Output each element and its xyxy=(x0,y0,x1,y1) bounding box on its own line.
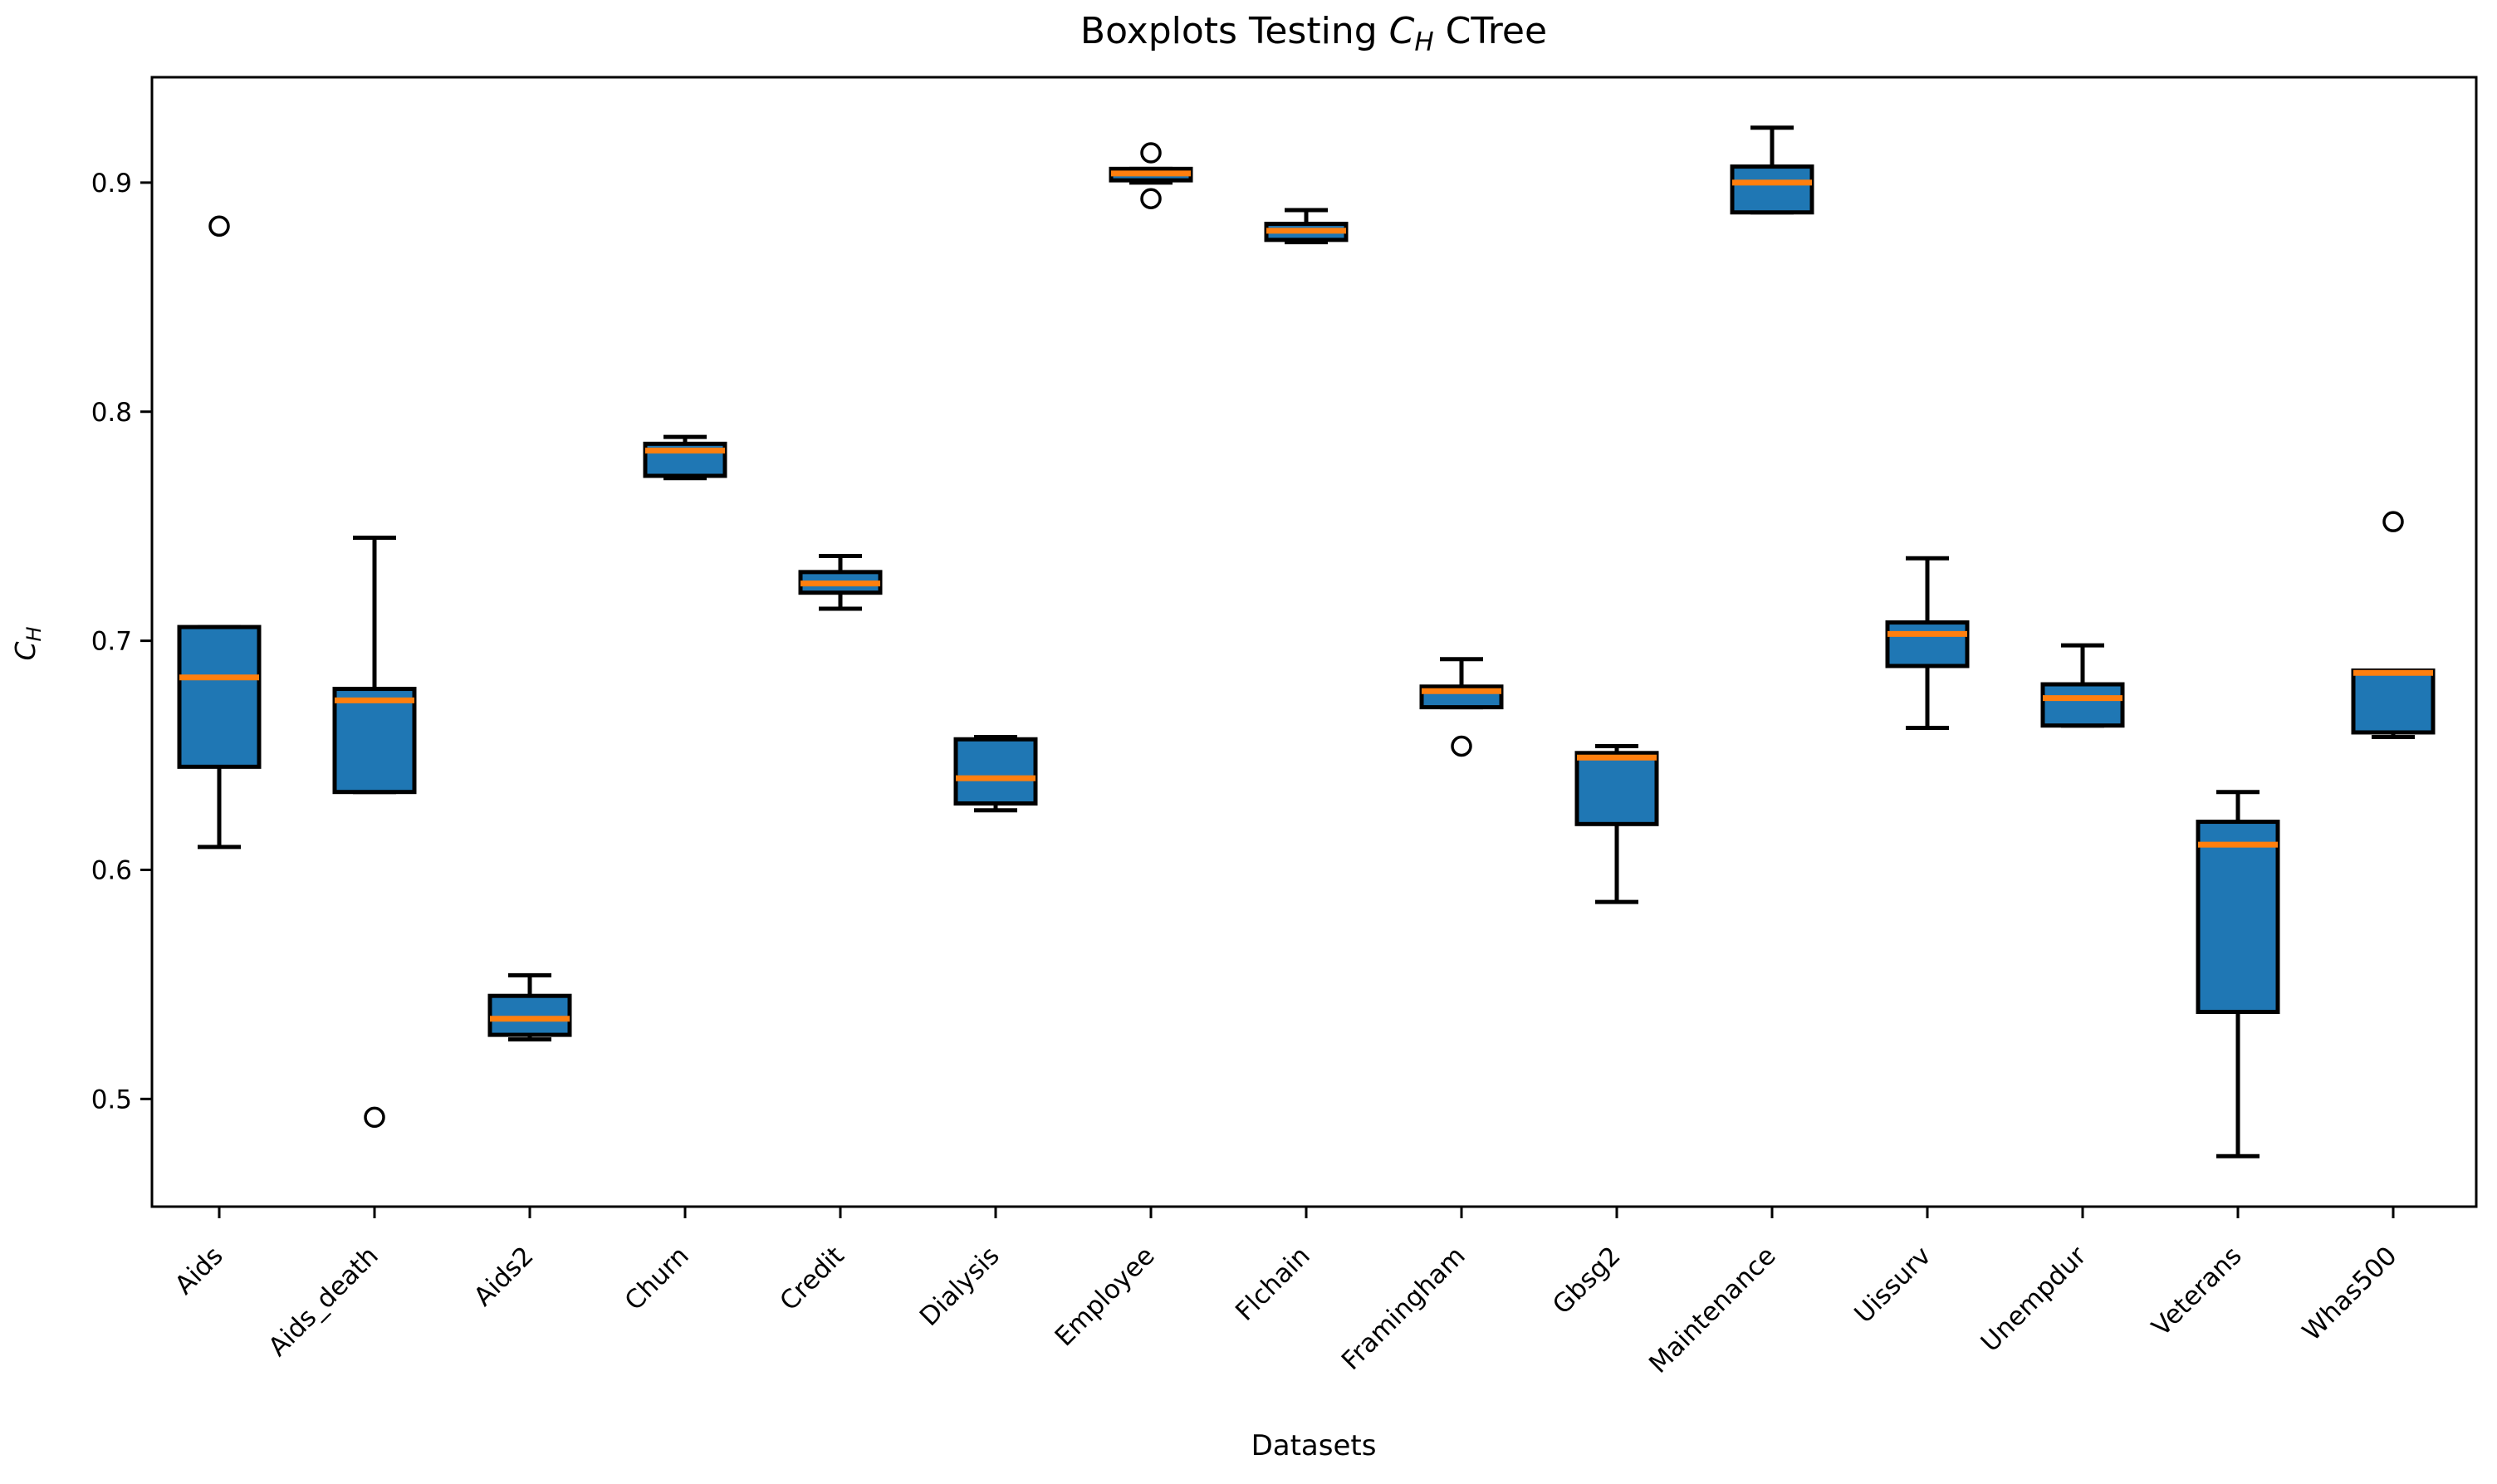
outlier-employee xyxy=(1140,188,1162,209)
chart-title-math: C xyxy=(1389,10,1415,52)
chart-title-math-sub: H xyxy=(1414,27,1433,57)
x-axis-label: Datasets xyxy=(1251,1429,1377,1462)
outlier-whas500 xyxy=(2382,511,2404,532)
y-axis-label: CH xyxy=(9,626,46,660)
x-tick-label-whas500: Whas500 xyxy=(2297,1241,2403,1347)
box-gbsg2 xyxy=(1574,751,1659,826)
y-tick-label: 0.8 xyxy=(91,398,132,428)
outlier-framingham xyxy=(1451,735,1472,757)
x-tick-label-churn: Churn xyxy=(619,1241,695,1316)
box-whas500 xyxy=(2351,668,2436,735)
box-aids2 xyxy=(487,993,572,1037)
x-tick-label-gbsg2: Gbsg2 xyxy=(1547,1241,1627,1320)
box-aids xyxy=(177,624,262,769)
y-tick-label: 0.5 xyxy=(91,1085,132,1114)
y-tick-label: 0.6 xyxy=(91,855,132,885)
x-tick-label-unempdur: Unempdur xyxy=(1976,1241,2093,1358)
x-tick-label-aids_death: Aids_death xyxy=(262,1241,384,1362)
x-tick-label-flchain: Flchain xyxy=(1230,1241,1316,1327)
x-tick-label-framingham: Framingham xyxy=(1336,1241,1471,1376)
x-tick-label-employee: Employee xyxy=(1050,1241,1161,1352)
x-tick-label-uissurv: Uissurv xyxy=(1848,1241,1936,1329)
box-unempdur xyxy=(2040,682,2125,728)
chart-title-prefix: Boxplots Testing xyxy=(1080,10,1389,52)
chart-title-suffix: CTree xyxy=(1434,10,1547,52)
chart-title: Boxplots Testing CH CTree xyxy=(1080,10,1547,57)
x-tick-label-maintenance: Maintenance xyxy=(1643,1241,1782,1379)
axes-frame xyxy=(150,76,2478,1208)
y-tick-label: 0.7 xyxy=(91,627,132,657)
box-dialysis xyxy=(953,737,1038,806)
x-tick-label-dialysis: Dialysis xyxy=(914,1241,1006,1332)
y-axis-label-main: C xyxy=(9,642,42,661)
y-axis-label-sub: H xyxy=(22,626,46,641)
outlier-aids_death xyxy=(364,1106,385,1129)
box-uissurv xyxy=(1885,620,1970,669)
box-veterans xyxy=(2196,820,2280,1015)
x-tick-label-aids: Aids xyxy=(169,1241,229,1300)
outlier-employee xyxy=(1140,142,1162,164)
plot-area: 0.5 0.6 0.7 0.8 0.9 Aids Aids_death Aids2 Churn C… xyxy=(91,76,2478,1379)
x-tick-label-credit: Credit xyxy=(774,1241,849,1316)
box-maintenance xyxy=(1730,164,1814,215)
x-tick-label-veterans: Veterans xyxy=(2147,1241,2248,1342)
x-tick-label-aids2: Aids2 xyxy=(468,1241,540,1312)
outlier-aids xyxy=(208,215,230,238)
y-tick-label: 0.9 xyxy=(91,169,132,198)
box-aids_death xyxy=(332,687,417,795)
